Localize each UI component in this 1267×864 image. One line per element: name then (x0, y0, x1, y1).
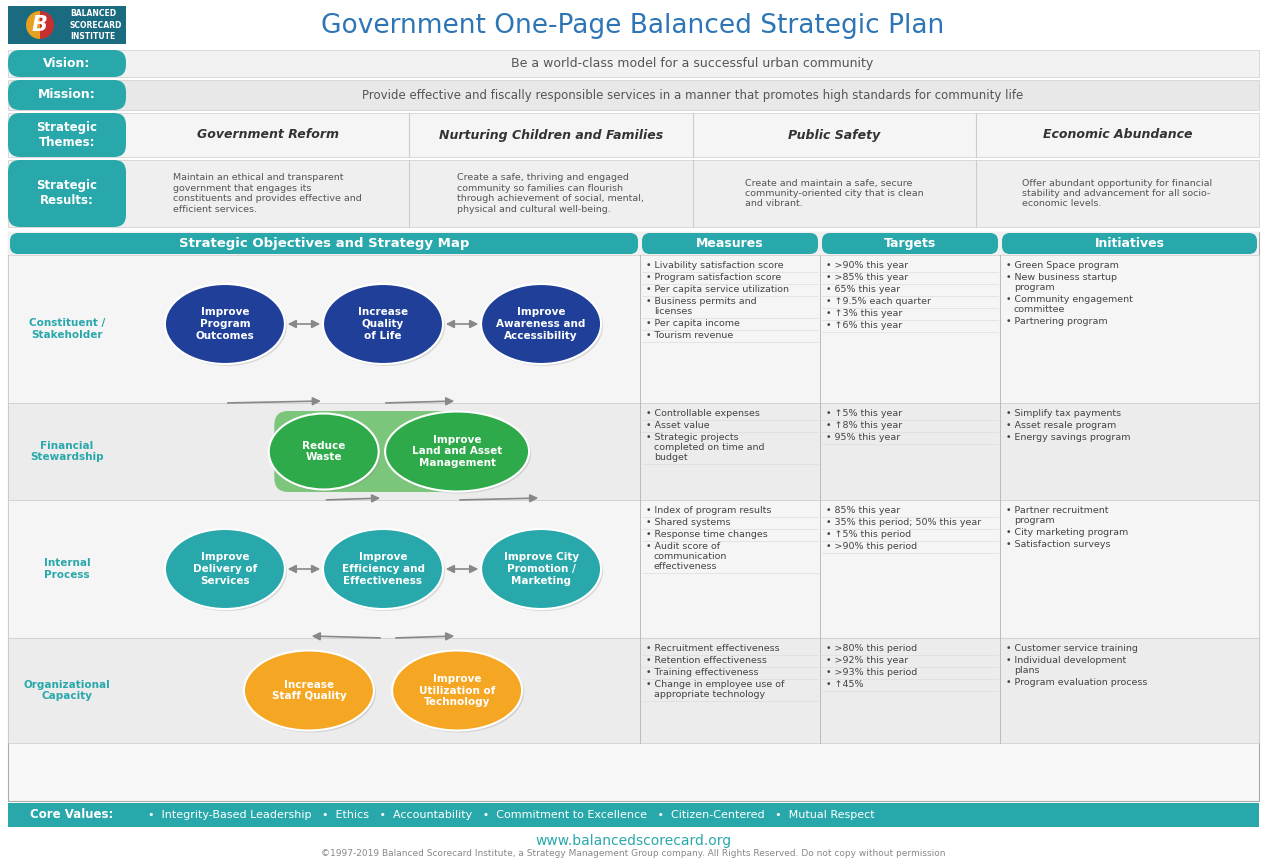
Text: • ↑3% this year: • ↑3% this year (826, 309, 902, 318)
Text: Provide effective and fiscally responsible services in a manner that promotes hi: Provide effective and fiscally responsib… (362, 88, 1024, 101)
Text: budget: budget (654, 453, 688, 462)
FancyBboxPatch shape (8, 113, 125, 157)
Text: • Strategic projects: • Strategic projects (646, 433, 739, 442)
Text: • 95% this year: • 95% this year (826, 433, 901, 442)
Text: Targets: Targets (884, 237, 936, 250)
FancyBboxPatch shape (642, 233, 818, 254)
Text: Mission:: Mission: (38, 88, 96, 101)
Ellipse shape (165, 529, 285, 609)
FancyBboxPatch shape (8, 50, 1259, 77)
Text: Government One-Page Balanced Strategic Plan: Government One-Page Balanced Strategic P… (322, 13, 945, 39)
Text: • Shared systems: • Shared systems (646, 518, 731, 527)
Text: • Satisfaction surveys: • Satisfaction surveys (1006, 540, 1110, 549)
Ellipse shape (246, 652, 376, 733)
Text: Economic Abundance: Economic Abundance (1043, 129, 1192, 142)
Text: B: B (32, 15, 48, 35)
FancyBboxPatch shape (275, 411, 481, 492)
FancyBboxPatch shape (8, 113, 1259, 157)
Text: Public Safety: Public Safety (788, 129, 881, 142)
Text: • >90% this period: • >90% this period (826, 542, 917, 551)
Ellipse shape (271, 416, 380, 492)
FancyBboxPatch shape (1002, 233, 1257, 254)
FancyBboxPatch shape (10, 233, 639, 254)
Text: • Business permits and: • Business permits and (646, 297, 756, 306)
Ellipse shape (245, 651, 374, 730)
Text: Nurturing Children and Families: Nurturing Children and Families (438, 129, 663, 142)
Ellipse shape (483, 531, 603, 611)
FancyBboxPatch shape (8, 50, 125, 77)
Text: Reduce
Waste: Reduce Waste (302, 441, 346, 462)
Text: • Partner recruitment: • Partner recruitment (1006, 506, 1109, 515)
Text: Improve
Efficiency and
Effectiveness: Improve Efficiency and Effectiveness (342, 552, 424, 586)
Text: • Partnering program: • Partnering program (1006, 317, 1107, 326)
Text: Improve
Program
Outcomes: Improve Program Outcomes (195, 308, 255, 340)
Text: program: program (1014, 283, 1054, 292)
Text: • Training effectiveness: • Training effectiveness (646, 668, 759, 677)
Text: • Program evaluation process: • Program evaluation process (1006, 678, 1148, 687)
Text: Core Values:: Core Values: (30, 809, 114, 822)
Text: • >93% this period: • >93% this period (826, 668, 917, 677)
Text: ©1997-2019 Balanced Scorecard Institute, a Strategy Management Group company. Al: ©1997-2019 Balanced Scorecard Institute,… (321, 848, 945, 857)
Text: completed on time and: completed on time and (654, 443, 764, 452)
Text: Improve
Utilization of
Technology: Improve Utilization of Technology (419, 674, 495, 707)
Text: Increase
Staff Quality: Increase Staff Quality (271, 680, 346, 702)
Text: • ↑45%: • ↑45% (826, 680, 864, 689)
Ellipse shape (167, 531, 286, 611)
Ellipse shape (481, 529, 601, 609)
Text: • Simplify tax payments: • Simplify tax payments (1006, 409, 1121, 418)
FancyBboxPatch shape (8, 638, 1259, 743)
FancyBboxPatch shape (822, 233, 998, 254)
FancyBboxPatch shape (8, 160, 125, 227)
Text: • Green Space program: • Green Space program (1006, 261, 1119, 270)
Text: • Response time changes: • Response time changes (646, 530, 768, 539)
Ellipse shape (323, 284, 443, 364)
Text: • ↑9.5% each quarter: • ↑9.5% each quarter (826, 297, 931, 306)
Text: Constituent /
Stakeholder: Constituent / Stakeholder (29, 318, 105, 340)
Text: BALANCED
SCORECARD
INSTITUTE: BALANCED SCORECARD INSTITUTE (70, 10, 123, 41)
Ellipse shape (394, 652, 525, 733)
FancyBboxPatch shape (8, 160, 1259, 227)
Text: • Individual development: • Individual development (1006, 656, 1126, 665)
Text: • >92% this year: • >92% this year (826, 656, 908, 665)
Text: • Per capita income: • Per capita income (646, 319, 740, 328)
FancyBboxPatch shape (8, 803, 1259, 827)
Text: communication: communication (654, 552, 727, 561)
Text: Vision:: Vision: (43, 57, 91, 70)
Text: plans: plans (1014, 666, 1039, 675)
Ellipse shape (388, 414, 531, 493)
FancyBboxPatch shape (8, 403, 1259, 500)
Text: Strategic Objectives and Strategy Map: Strategic Objectives and Strategy Map (179, 237, 469, 250)
Text: Improve
Awareness and
Accessibility: Improve Awareness and Accessibility (497, 308, 585, 340)
Text: • Retention effectiveness: • Retention effectiveness (646, 656, 767, 665)
Text: • >85% this year: • >85% this year (826, 273, 908, 282)
Text: • Asset value: • Asset value (646, 421, 710, 430)
Ellipse shape (323, 529, 443, 609)
Text: • Audit score of: • Audit score of (646, 542, 720, 551)
Text: • Asset resale program: • Asset resale program (1006, 421, 1116, 430)
Text: Offer abundant opportunity for financial
stability and advancement for all socio: Offer abundant opportunity for financial… (1022, 179, 1213, 208)
Text: Financial
Stewardship: Financial Stewardship (30, 441, 104, 462)
Ellipse shape (269, 414, 379, 490)
FancyBboxPatch shape (8, 232, 1259, 255)
Text: licenses: licenses (654, 307, 692, 316)
Text: • Energy savings program: • Energy savings program (1006, 433, 1130, 442)
Text: Be a world-class model for a successful urban community: Be a world-class model for a successful … (512, 57, 874, 70)
Text: effectiveness: effectiveness (654, 562, 717, 571)
Ellipse shape (483, 286, 603, 366)
Ellipse shape (326, 286, 445, 366)
Text: • Tourism revenue: • Tourism revenue (646, 331, 734, 340)
Wedge shape (41, 11, 54, 39)
Text: • Customer service training: • Customer service training (1006, 644, 1138, 653)
Text: • Livability satisfaction score: • Livability satisfaction score (646, 261, 783, 270)
Text: Measures: Measures (696, 237, 764, 250)
Text: • 65% this year: • 65% this year (826, 285, 901, 294)
Text: • Index of program results: • Index of program results (646, 506, 772, 515)
Text: Improve
Delivery of
Services: Improve Delivery of Services (193, 552, 257, 586)
FancyBboxPatch shape (8, 80, 1259, 110)
Text: appropriate technology: appropriate technology (654, 690, 765, 699)
Text: • 85% this year: • 85% this year (826, 506, 901, 515)
Text: Increase
Quality
of Life: Increase Quality of Life (359, 308, 408, 340)
Text: • ↑5% this year: • ↑5% this year (826, 409, 902, 418)
Text: • ↑5% this period: • ↑5% this period (826, 530, 911, 539)
